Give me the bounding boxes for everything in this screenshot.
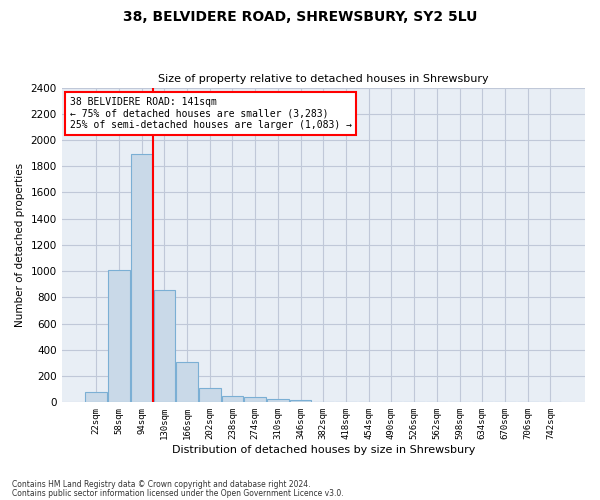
- Text: 38, BELVIDERE ROAD, SHREWSBURY, SY2 5LU: 38, BELVIDERE ROAD, SHREWSBURY, SY2 5LU: [123, 10, 477, 24]
- Bar: [131, 154, 152, 402]
- Bar: [222, 396, 243, 402]
- Y-axis label: Number of detached properties: Number of detached properties: [15, 163, 25, 327]
- Text: Contains public sector information licensed under the Open Government Licence v3: Contains public sector information licen…: [12, 488, 344, 498]
- Text: Contains HM Land Registry data © Crown copyright and database right 2024.: Contains HM Land Registry data © Crown c…: [12, 480, 311, 489]
- Text: 38 BELVIDERE ROAD: 141sqm
← 75% of detached houses are smaller (3,283)
25% of se: 38 BELVIDERE ROAD: 141sqm ← 75% of detac…: [70, 97, 352, 130]
- Title: Size of property relative to detached houses in Shrewsbury: Size of property relative to detached ho…: [158, 74, 488, 84]
- Bar: [244, 397, 266, 402]
- Bar: [267, 399, 289, 402]
- X-axis label: Distribution of detached houses by size in Shrewsbury: Distribution of detached houses by size …: [172, 445, 475, 455]
- Bar: [199, 388, 221, 402]
- Bar: [290, 400, 311, 402]
- Bar: [176, 362, 198, 403]
- Bar: [85, 392, 107, 402]
- Bar: [108, 270, 130, 402]
- Bar: [154, 290, 175, 403]
